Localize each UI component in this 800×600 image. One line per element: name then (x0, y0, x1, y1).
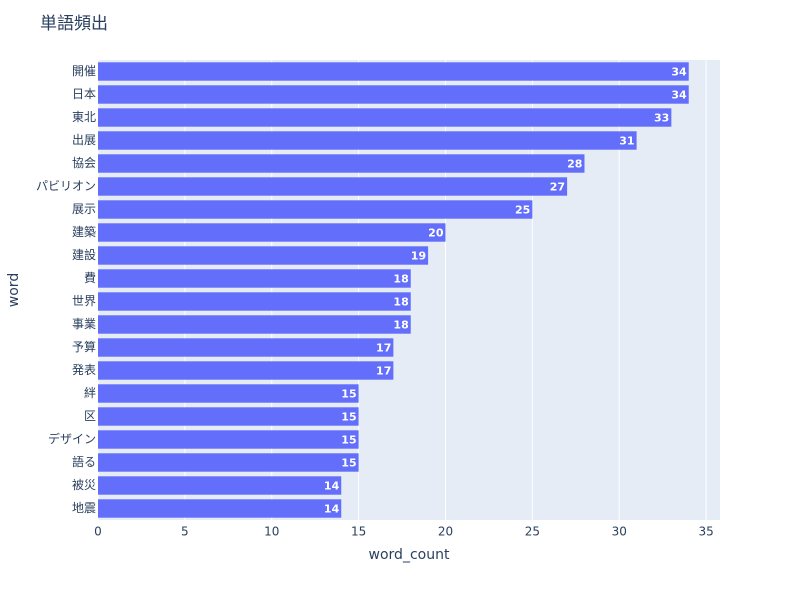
bar (98, 62, 689, 81)
x-tick-label: 35 (698, 525, 713, 539)
x-tick-label: 20 (438, 525, 453, 539)
bar (98, 269, 411, 288)
bar (98, 246, 429, 265)
bar (98, 85, 689, 104)
data-label: 14 (324, 480, 340, 493)
data-label: 18 (393, 273, 408, 286)
y-tick-label: 予算 (72, 339, 96, 354)
data-label: 25 (515, 204, 530, 217)
y-tick-label: 区 (84, 409, 96, 423)
y-tick-label: 発表 (72, 363, 96, 377)
data-label: 33 (654, 112, 669, 125)
bar (98, 407, 359, 426)
y-tick-label: 日本 (72, 87, 96, 101)
data-label: 19 (411, 250, 426, 263)
bar (98, 131, 637, 150)
bar (98, 292, 411, 311)
bar (98, 476, 342, 495)
data-label: 34 (671, 66, 687, 79)
x-tick-label: 0 (94, 525, 102, 539)
bar (98, 223, 446, 242)
data-label: 15 (341, 411, 356, 424)
y-tick-label: 協会 (72, 155, 96, 170)
data-label: 18 (393, 296, 408, 309)
x-tick-label: 15 (351, 525, 366, 539)
y-tick-label: 地震 (72, 501, 96, 515)
y-tick-label: 被災 (72, 478, 96, 492)
x-tick-label: 10 (264, 525, 279, 539)
y-tick-label: 語る (72, 454, 96, 469)
data-label: 18 (393, 319, 408, 332)
bar (98, 453, 359, 472)
bar (98, 430, 359, 449)
bar (98, 499, 342, 518)
y-tick-label: 建設 (72, 247, 96, 262)
data-label: 28 (567, 158, 582, 171)
data-label: 27 (550, 181, 565, 194)
bar (98, 361, 394, 380)
x-axis-title: word_count (369, 547, 450, 563)
x-tick-label: 25 (525, 525, 540, 539)
bar (98, 154, 585, 173)
y-tick-label: 世界 (72, 294, 96, 308)
y-tick-label: パビリオン (36, 179, 96, 193)
y-tick-label: 費 (84, 270, 96, 285)
data-label: 15 (341, 457, 356, 470)
plot-area (98, 60, 720, 520)
bar (98, 338, 394, 357)
y-tick-label: 東北 (72, 110, 96, 124)
bar (98, 384, 359, 403)
bar (98, 177, 568, 196)
y-tick-label: 絆 (84, 385, 96, 400)
data-label: 15 (341, 388, 356, 401)
x-tick-label: 5 (181, 525, 189, 539)
data-label: 17 (376, 342, 391, 355)
bar (98, 200, 533, 219)
data-label: 14 (324, 503, 340, 516)
y-tick-label: 出展 (72, 133, 96, 147)
y-tick-label: 建築 (72, 224, 96, 239)
y-tick-label: 開催 (72, 64, 96, 78)
y-tick-label: 展示 (72, 202, 96, 216)
data-label: 15 (341, 434, 356, 447)
data-label: 17 (376, 365, 391, 378)
y-tick-label: デザイン (48, 431, 96, 446)
y-tick-label: 事業 (72, 317, 96, 331)
data-label: 31 (619, 135, 634, 148)
y-axis-title: word (6, 273, 22, 307)
bar (98, 315, 411, 334)
data-label: 34 (671, 89, 687, 102)
bar (98, 108, 672, 127)
chart-title: 単語頻出 (40, 14, 108, 34)
x-tick-label: 30 (612, 525, 627, 539)
data-label: 20 (428, 227, 444, 240)
